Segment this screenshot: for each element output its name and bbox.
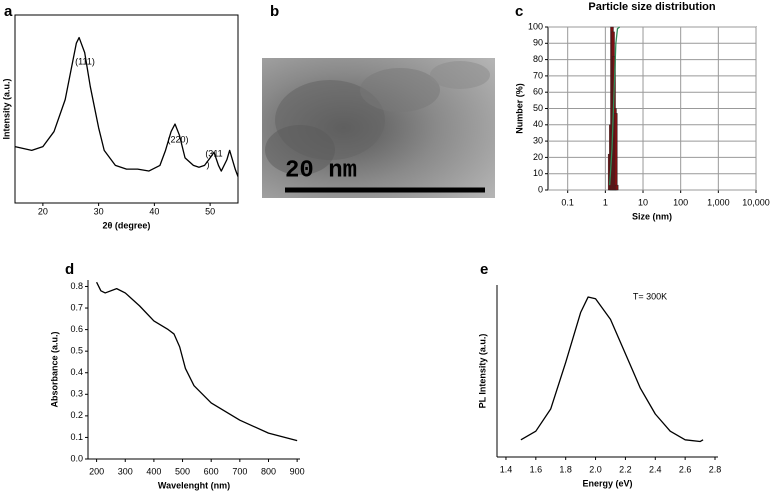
bar bbox=[614, 113, 618, 191]
y-tick-label: 0.7 bbox=[70, 302, 83, 312]
panel-label: d bbox=[65, 261, 74, 278]
y-tick-label: 70 bbox=[533, 70, 543, 80]
x-tick-label: 500 bbox=[175, 466, 190, 476]
scale-text: 20 nm bbox=[285, 157, 357, 184]
panel-label: e bbox=[480, 261, 488, 278]
x-tick-label: 2.6 bbox=[679, 464, 692, 474]
x-tick-label: 1 bbox=[603, 197, 608, 207]
y-tick-label: 0.2 bbox=[70, 410, 83, 420]
chart-title: Particle size distribution bbox=[588, 1, 715, 13]
x-tick-label: 1,000 bbox=[707, 197, 730, 207]
y-axis-label: Intensity (a.u.) bbox=[1, 78, 11, 139]
y-tick-label: 0.6 bbox=[70, 324, 83, 334]
particle bbox=[430, 61, 490, 89]
panel-label: b bbox=[270, 3, 279, 20]
line bbox=[96, 281, 298, 442]
x-tick-label: 2.8 bbox=[709, 464, 722, 474]
x-axis-label: Wavelenght (nm) bbox=[158, 480, 230, 490]
line bbox=[14, 36, 239, 177]
x-tick-label: 40 bbox=[149, 206, 159, 216]
x-tick-label: 400 bbox=[146, 466, 161, 476]
plot-frame bbox=[14, 14, 239, 204]
y-axis-label: PL Intensity (a.u.) bbox=[477, 334, 487, 409]
x-tick-label: 100 bbox=[673, 197, 688, 207]
panel-label: a bbox=[4, 3, 13, 20]
line bbox=[520, 296, 704, 443]
x-tick-label: 30 bbox=[94, 206, 104, 216]
x-tick-label: 0.1 bbox=[561, 197, 574, 207]
x-tick-label: 2.0 bbox=[589, 464, 602, 474]
y-tick-label: 0.4 bbox=[70, 367, 83, 377]
y-tick-label: 0.8 bbox=[70, 281, 83, 291]
y-tick-label: 90 bbox=[533, 38, 543, 48]
x-tick-label: 50 bbox=[205, 206, 215, 216]
tem-image: 20 nm bbox=[262, 58, 495, 198]
line bbox=[609, 26, 621, 186]
annotation: (220) bbox=[167, 134, 188, 144]
x-tick-label: 1.8 bbox=[559, 464, 572, 474]
x-tick-label: 10,000 bbox=[742, 197, 770, 207]
x-tick-label: 2.4 bbox=[649, 464, 662, 474]
y-tick-label: 0.1 bbox=[70, 432, 83, 442]
annotation: T= 300K bbox=[633, 291, 667, 301]
x-tick-label: 300 bbox=[118, 466, 133, 476]
annotation: ) bbox=[207, 159, 210, 169]
x-axis-label: Size (nm) bbox=[632, 211, 672, 221]
x-axis-label: Energy (eV) bbox=[582, 478, 632, 488]
x-tick-label: 900 bbox=[290, 466, 305, 476]
x-tick-label: 800 bbox=[261, 466, 276, 476]
y-tick-label: 50 bbox=[533, 103, 543, 113]
y-tick-label: 20 bbox=[533, 152, 543, 162]
y-tick-label: 100 bbox=[528, 21, 543, 31]
x-tick-label: 700 bbox=[232, 466, 247, 476]
y-tick-label: 80 bbox=[533, 54, 543, 64]
x-tick-label: 2.2 bbox=[619, 464, 632, 474]
y-tick-label: 30 bbox=[533, 135, 543, 145]
y-axis-label: Number (%) bbox=[514, 83, 524, 134]
x-tick-label: 600 bbox=[204, 466, 219, 476]
x-tick-label: 20 bbox=[38, 206, 48, 216]
y-axis-label: Absorbance (a.u.) bbox=[49, 331, 59, 407]
x-tick-label: 10 bbox=[638, 197, 648, 207]
bar bbox=[614, 184, 619, 191]
y-tick-label: 0.3 bbox=[70, 389, 83, 399]
y-tick-label: 10 bbox=[533, 168, 543, 178]
y-tick-label: 60 bbox=[533, 87, 543, 97]
y-tick-label: 40 bbox=[533, 119, 543, 129]
particle bbox=[265, 125, 335, 175]
y-tick-label: 0.5 bbox=[70, 346, 83, 356]
panel-label: c bbox=[515, 3, 523, 20]
particle bbox=[360, 68, 440, 112]
x-tick-label: 1.4 bbox=[500, 464, 513, 474]
y-tick-label: 0.0 bbox=[70, 453, 83, 463]
annotation: (111) bbox=[75, 56, 95, 66]
x-tick-label: 200 bbox=[89, 466, 104, 476]
y-tick-label: 0 bbox=[538, 184, 543, 194]
x-axis-label: 2θ (degree) bbox=[103, 220, 151, 230]
x-tick-label: 1.6 bbox=[530, 464, 543, 474]
